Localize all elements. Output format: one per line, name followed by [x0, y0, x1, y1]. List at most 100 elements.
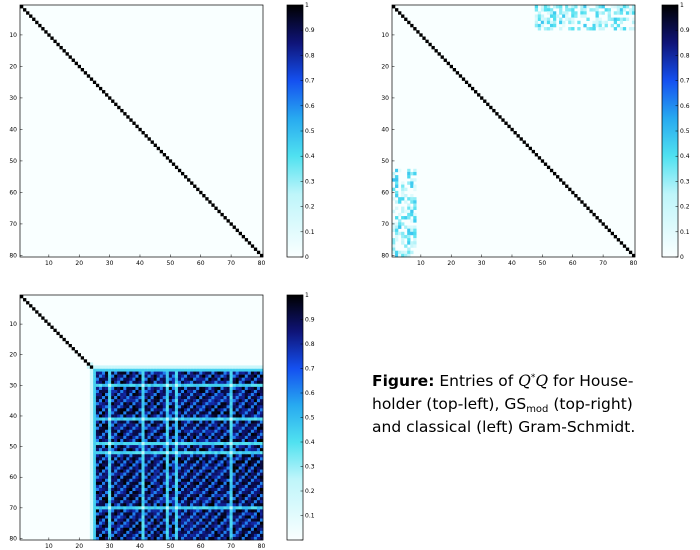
heatmap-cell — [232, 426, 236, 430]
heatmap-cell — [162, 475, 167, 479]
heatmap-cell — [217, 454, 221, 458]
heatmap-cell — [226, 475, 230, 479]
heatmap-cell — [199, 451, 203, 455]
heatmap-cell — [193, 503, 197, 507]
heatmap-cell — [199, 402, 203, 406]
heatmap-cells — [20, 295, 264, 541]
heatmap-cell — [217, 521, 221, 525]
heatmap-cell — [184, 521, 188, 525]
heatmap-cell — [193, 518, 197, 522]
heatmap-cell — [177, 466, 182, 470]
heatmap-cell — [205, 481, 209, 486]
diagonal-cell — [492, 108, 496, 113]
heatmap-cell — [211, 487, 215, 492]
heatmap-cell — [250, 497, 255, 501]
heatmap-cell — [174, 521, 179, 525]
heatmap-cell — [190, 506, 194, 510]
heatmap-cell — [241, 457, 246, 461]
diagonal-cell — [111, 99, 115, 103]
heatmap-cell — [193, 454, 197, 458]
heatmap-cell — [187, 423, 191, 427]
heatmap-cell — [259, 481, 264, 486]
heatmap-cell — [168, 386, 173, 391]
heatmap-cell — [180, 503, 185, 507]
x-tick-label: 50 — [167, 543, 175, 550]
heatmap-cell — [180, 527, 185, 532]
caption-q1: Q — [518, 372, 531, 390]
heatmap-cell — [150, 420, 154, 424]
heatmap-cell — [144, 442, 148, 446]
heatmap-cell — [141, 527, 145, 532]
heatmap-cell — [98, 386, 103, 391]
heatmap-cell — [250, 423, 255, 427]
heatmap-cell — [631, 17, 636, 21]
heatmap-cell — [168, 411, 173, 415]
heatmap-cell — [162, 494, 167, 498]
heatmap-cell — [117, 411, 121, 415]
heatmap-cell — [208, 491, 212, 495]
heatmap-cell — [141, 460, 145, 464]
heatmap-cell — [159, 417, 164, 421]
y-tick-label: 20 — [381, 63, 389, 70]
heatmap-cell — [202, 371, 206, 375]
diagonal-cell — [250, 244, 255, 248]
fade-cell — [208, 365, 212, 369]
heatmap-cell — [226, 521, 230, 525]
heatmap-cell — [232, 469, 236, 473]
diagonal-cell — [486, 102, 490, 107]
heatmap-cell — [162, 386, 167, 391]
heatmap-cell — [141, 494, 145, 498]
heatmap-cell — [144, 478, 148, 483]
heatmap-cell — [180, 466, 185, 470]
heatmap-cell — [156, 500, 160, 504]
heatmap-cell — [114, 438, 118, 443]
heatmap-cell — [174, 374, 179, 378]
heatmap-cell — [187, 497, 191, 501]
heatmap-cell — [95, 396, 100, 400]
heatmap-cell — [135, 389, 139, 394]
heatmap-cell — [595, 5, 599, 9]
heatmap-cell — [138, 438, 142, 443]
heatmap-cell — [196, 432, 200, 437]
fade-cell — [117, 365, 121, 369]
heatmap-cell — [135, 469, 139, 473]
heatmap-cell — [147, 423, 151, 427]
heatmap-cell — [108, 487, 112, 492]
heatmap-cell — [184, 460, 188, 464]
heatmap-cell — [108, 445, 112, 449]
heatmap-cell — [193, 429, 197, 434]
heatmap-cell — [220, 503, 224, 507]
heatmap-cell — [226, 524, 230, 528]
heatmap-cell — [95, 399, 100, 403]
heatmap-cell — [196, 399, 200, 403]
heatmap-cell — [174, 512, 179, 516]
heatmap-cell — [144, 399, 148, 403]
heatmap-cell — [147, 497, 151, 501]
heatmap-cell — [92, 438, 97, 443]
heatmap-cell — [202, 491, 206, 495]
heatmap-cell — [102, 536, 106, 541]
heatmap-cell — [95, 530, 100, 535]
heatmap-cell — [92, 484, 97, 489]
heatmap-cell — [98, 414, 103, 418]
heatmap-cell — [132, 521, 136, 525]
heatmap-cell — [244, 445, 249, 449]
heatmap-cell — [211, 374, 215, 378]
heatmap-cell — [120, 503, 124, 507]
fade-cell — [89, 371, 94, 375]
diagonal-cell — [449, 64, 453, 69]
heatmap-cell — [147, 530, 151, 535]
heatmap-cell — [184, 533, 188, 538]
heatmap-cell — [147, 448, 151, 452]
heatmap-cell — [138, 515, 142, 519]
heatmap-cell — [141, 487, 145, 492]
heatmap-cell — [241, 460, 246, 464]
heatmap-cell — [159, 432, 164, 437]
heatmap-cell — [174, 402, 179, 406]
heatmap-cell — [111, 512, 115, 516]
heatmap-cell — [250, 524, 255, 528]
heatmap-cell — [205, 445, 209, 449]
heatmap-cell — [150, 536, 154, 541]
heatmap-cell — [177, 515, 182, 519]
heatmap-cell — [214, 521, 218, 525]
